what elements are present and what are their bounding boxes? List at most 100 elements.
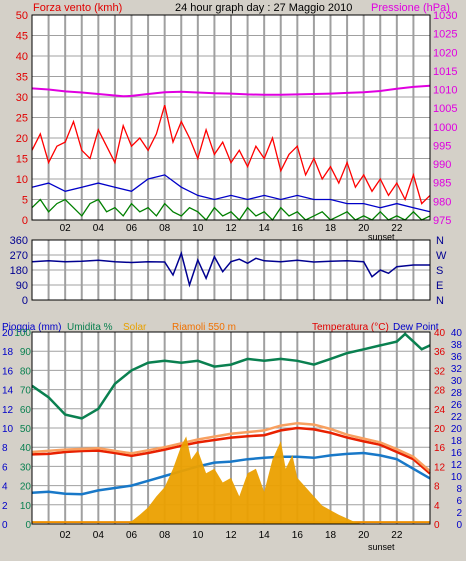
axis-tick-label: 32 bbox=[451, 364, 463, 375]
direction-panel-grid bbox=[32, 240, 430, 300]
axis-tick-label: 12 bbox=[434, 462, 446, 473]
hour-tick-label: 16 bbox=[292, 223, 304, 234]
humidity-axis-ticks: 0 10 20 30 40 50 60 70 80 90 100 bbox=[14, 328, 31, 531]
axis-tick-label: 16 bbox=[2, 366, 14, 377]
axis-tick-label: 8 bbox=[456, 484, 462, 495]
wind-tick-label: 20 bbox=[16, 133, 28, 145]
pressure-tick-label: 980 bbox=[433, 196, 451, 208]
solar-area bbox=[128, 436, 364, 524]
axis-tick-label: 22 bbox=[451, 412, 463, 423]
degree-tick-label: 0 bbox=[22, 295, 28, 307]
compass-tick-label: N bbox=[436, 235, 444, 247]
wind-x-ticks: 02 04 06 08 10 12 14 16 18 20 22 bbox=[60, 223, 403, 234]
hour-tick-label: 16 bbox=[292, 530, 304, 541]
wind-tick-label: 10 bbox=[16, 174, 28, 186]
axis-tick-label: 20 bbox=[2, 328, 14, 339]
pressure-tick-label: 990 bbox=[433, 159, 451, 171]
axis-tick-label: 16 bbox=[451, 448, 463, 459]
axis-tick-label: 28 bbox=[451, 388, 463, 399]
axis-tick-label: 24 bbox=[434, 405, 446, 416]
location-label: Riamoli 550 m bbox=[172, 322, 236, 333]
pressure-tick-label: 975 bbox=[433, 215, 451, 227]
temp-panel-frame bbox=[31, 331, 431, 525]
hour-tick-label: 20 bbox=[358, 223, 370, 234]
pressure-tick-label: 995 bbox=[433, 140, 451, 152]
axis-tick-label: 12 bbox=[2, 405, 14, 416]
hour-tick-label: 12 bbox=[225, 530, 237, 541]
wind-tick-label: 5 bbox=[22, 195, 28, 207]
axis-tick-label: 36 bbox=[434, 347, 446, 358]
sunset-label-bottom: sunset bbox=[368, 542, 395, 552]
dewpoint-line-3 bbox=[31, 451, 431, 496]
hour-tick-label: 06 bbox=[126, 530, 138, 541]
axis-tick-label: 10 bbox=[451, 472, 463, 483]
axis-tick-label: 10 bbox=[2, 424, 14, 435]
pressure-tick-label: 1010 bbox=[433, 85, 457, 97]
axis-tick-label: 28 bbox=[434, 386, 446, 397]
sunset-label-top: sunset bbox=[368, 232, 395, 242]
axis-tick-label: 4 bbox=[434, 501, 440, 512]
axis-tick-label: 40 bbox=[451, 328, 463, 339]
wind-tick-label: 50 bbox=[16, 10, 28, 22]
hour-tick-label: 04 bbox=[93, 223, 105, 234]
hour-tick-label: 22 bbox=[391, 223, 403, 234]
pressure-axis-ticks: 975 980 985 990 995 1000 1005 1010 1015 1020 1025 1… bbox=[433, 10, 457, 227]
direction-panel-series bbox=[31, 250, 430, 288]
axis-tick-label: 2 bbox=[456, 508, 462, 519]
axis-tick-label: 18 bbox=[451, 436, 463, 447]
temperature-line-1 bbox=[31, 426, 431, 475]
solar-label: Solar bbox=[123, 322, 147, 333]
rain-axis-ticks: 0 2 4 6 8 10 12 14 16 18 20 bbox=[2, 328, 14, 531]
axis-tick-label: 12 bbox=[451, 460, 463, 471]
chart-title: 24 hour graph day : 27 Maggio 2010 bbox=[175, 2, 352, 14]
dewpoint-axis-title: Dew Point bbox=[393, 322, 439, 333]
axis-tick-label: 20 bbox=[434, 424, 446, 435]
wind-axis-ticks: 0 5 10 15 20 25 30 35 40 45 50 bbox=[16, 10, 28, 227]
axis-tick-label: 6 bbox=[456, 496, 462, 507]
axis-tick-label: 60 bbox=[20, 405, 32, 416]
humidity-axis-title: Umidita % bbox=[67, 322, 113, 333]
compass-tick-label: E bbox=[436, 280, 443, 292]
wind-tick-label: 25 bbox=[16, 113, 28, 125]
axis-tick-label: 18 bbox=[2, 347, 14, 358]
axis-tick-label: 16 bbox=[434, 443, 446, 454]
hour-tick-label: 12 bbox=[225, 223, 237, 234]
wind-panel-series bbox=[31, 84, 431, 222]
hour-tick-label: 20 bbox=[358, 530, 370, 541]
axis-tick-label: 70 bbox=[20, 386, 32, 397]
hour-tick-label: 02 bbox=[60, 530, 72, 541]
axis-tick-label: 8 bbox=[434, 482, 440, 493]
degree-tick-label: 360 bbox=[10, 235, 28, 247]
hour-tick-label: 04 bbox=[93, 530, 105, 541]
axis-tick-label: 8 bbox=[2, 443, 8, 454]
wind-tick-label: 40 bbox=[16, 51, 28, 63]
wind-tick-label: 30 bbox=[16, 92, 28, 104]
series-line-1 bbox=[31, 105, 431, 205]
pressure-tick-label: 985 bbox=[433, 178, 451, 190]
compass-tick-label: W bbox=[436, 250, 447, 262]
pressure-tick-label: 1020 bbox=[433, 47, 457, 59]
compass-tick-label: N bbox=[436, 295, 444, 307]
pressure-tick-label: 1030 bbox=[433, 10, 457, 22]
temperature-axis-title: Temperatura (°C) bbox=[312, 322, 389, 333]
axis-tick-label: 100 bbox=[14, 328, 31, 339]
temp-x-ticks: 02 04 06 08 10 12 14 16 18 20 22 bbox=[60, 530, 403, 541]
axis-tick-label: 10 bbox=[20, 501, 32, 512]
wind-tick-label: 45 bbox=[16, 31, 28, 43]
axis-tick-label: 0 bbox=[25, 520, 31, 531]
axis-tick-label: 20 bbox=[20, 482, 32, 493]
axis-tick-label: 80 bbox=[20, 366, 32, 377]
axis-tick-label: 2 bbox=[2, 501, 8, 512]
hour-tick-label: 08 bbox=[159, 530, 171, 541]
hour-tick-label: 10 bbox=[192, 530, 204, 541]
direction-panel-frame bbox=[31, 239, 431, 301]
axis-tick-label: 40 bbox=[434, 328, 446, 339]
axis-tick-label: 40 bbox=[20, 443, 32, 454]
pressure-tick-label: 1005 bbox=[433, 103, 457, 115]
hour-tick-label: 14 bbox=[259, 530, 271, 541]
wind-tick-label: 35 bbox=[16, 72, 28, 84]
series-line-3 bbox=[31, 198, 431, 222]
hour-tick-label: 18 bbox=[325, 223, 337, 234]
